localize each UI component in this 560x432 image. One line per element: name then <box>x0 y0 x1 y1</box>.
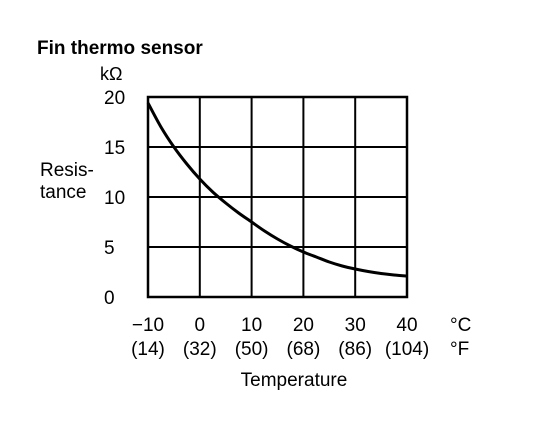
x-tick-label-f: (14) <box>131 339 165 360</box>
y-tick-label: 20 <box>104 88 125 109</box>
y-axis-label-line2: tance <box>40 182 86 203</box>
x-tick-label-f: (68) <box>287 339 321 360</box>
y-tick-label: 15 <box>104 138 125 159</box>
series-group <box>146 102 408 278</box>
y-unit-label: kΩ <box>100 64 122 84</box>
y-tick-label: 10 <box>104 188 125 209</box>
y-tick-labels: 20 15 10 5 0 <box>104 88 125 309</box>
y-axis-label-line1: Resis- <box>40 160 94 181</box>
x-unit-celsius: °C <box>450 315 471 336</box>
x-tick-label-c: 30 <box>345 315 366 336</box>
x-tick-label-f: (104) <box>385 339 429 360</box>
x-unit-fahrenheit: °F <box>450 339 469 360</box>
y-tick-label: 0 <box>104 288 115 309</box>
plot-grid <box>146 95 409 299</box>
x-tick-label-c: −10 <box>132 315 164 336</box>
y-tick-label: 5 <box>104 238 115 259</box>
plot-frame <box>146 95 409 299</box>
x-tick-labels: −10 (14) 0 (32) 10 (50) 20 (68) 30 (86) 40 (104) <box>131 315 429 360</box>
x-tick-label-c: 40 <box>396 315 417 336</box>
x-tick-label-f: (50) <box>235 339 269 360</box>
x-tick-label-c: 20 <box>293 315 314 336</box>
chart-title: Fin thermo sensor <box>37 38 203 59</box>
resistance-curve <box>146 102 408 278</box>
x-tick-label-f: (86) <box>338 339 372 360</box>
x-axis-label: Temperature <box>241 370 348 391</box>
x-tick-label-c: 10 <box>241 315 262 336</box>
x-tick-label-c: 0 <box>195 315 206 336</box>
x-tick-label-f: (32) <box>183 339 217 360</box>
